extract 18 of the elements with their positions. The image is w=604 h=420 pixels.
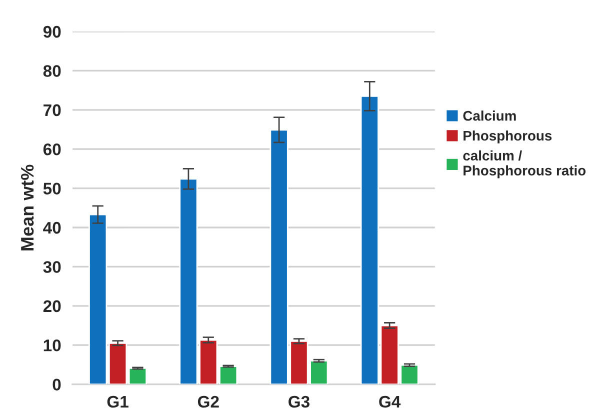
legend-label: calcium / Phosphorous ratio xyxy=(463,150,586,178)
legend-label: Phosphorous xyxy=(464,130,552,144)
y-axis-title: Mean wt% xyxy=(20,164,34,250)
y-tick-label: 90 xyxy=(43,26,61,38)
legend-label: Calcium xyxy=(463,110,516,121)
y-tick-label: 80 xyxy=(43,65,61,77)
x-tick-label: G1 xyxy=(107,396,128,408)
y-tick-label: 60 xyxy=(43,144,61,156)
y-tick-label: 30 xyxy=(43,261,61,273)
y-tick-label: 0 xyxy=(52,378,61,391)
x-tick-label: G3 xyxy=(288,396,310,408)
x-tick-label: G4 xyxy=(379,396,401,408)
y-tick-label: 40 xyxy=(43,222,61,234)
x-tick-label: G2 xyxy=(198,396,219,408)
y-tick-label: 10 xyxy=(44,340,61,352)
y-tick-label: 20 xyxy=(43,300,61,312)
y-tick-label: 70 xyxy=(44,104,61,116)
y-tick-label: 50 xyxy=(43,182,61,195)
